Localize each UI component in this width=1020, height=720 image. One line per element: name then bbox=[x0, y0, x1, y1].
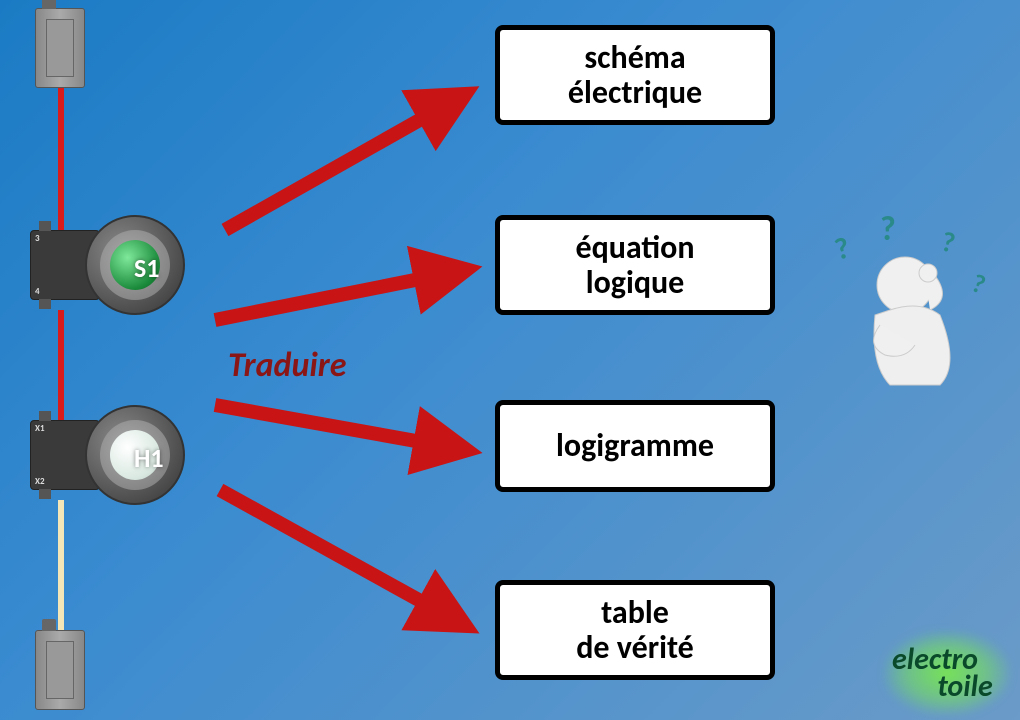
h1-label: H1 bbox=[134, 442, 164, 474]
box-schema-l1: schéma bbox=[584, 38, 685, 77]
box-logigramme-l1: logigramme bbox=[556, 426, 714, 465]
svg-text:?: ? bbox=[938, 224, 958, 261]
box-schema: schéma électrique bbox=[495, 25, 775, 125]
svg-text:?: ? bbox=[880, 215, 896, 250]
traduire-label: Traduire bbox=[228, 345, 346, 386]
box-schema-l2: électrique bbox=[568, 73, 702, 112]
push-button-h1: X1 X2 H1 bbox=[30, 400, 190, 510]
box-logigramme: logigramme bbox=[495, 400, 775, 492]
push-button-s1: 3 4 S1 bbox=[30, 210, 190, 320]
box-equation: équation logique bbox=[495, 215, 775, 315]
wire-bot-cream bbox=[58, 500, 64, 640]
box-equation-l2: logique bbox=[586, 263, 685, 302]
terminal-bottom bbox=[35, 630, 85, 710]
thinker-icon: ? ? ? ? bbox=[820, 215, 1000, 415]
box-table-l2: de vérité bbox=[576, 628, 694, 667]
box-table-l1: table bbox=[601, 593, 669, 632]
box-table: table de vérité bbox=[495, 580, 775, 680]
wire-top-red bbox=[58, 80, 64, 230]
s1-term-bot: 4 bbox=[35, 286, 40, 297]
h1-term-top: X1 bbox=[35, 423, 45, 434]
logo-line2: toile bbox=[922, 673, 1008, 700]
terminal-top bbox=[35, 8, 85, 88]
h1-term-bot: X2 bbox=[35, 476, 45, 487]
svg-text:?: ? bbox=[831, 229, 854, 268]
box-equation-l1: équation bbox=[575, 228, 694, 267]
svg-text:?: ? bbox=[968, 267, 990, 301]
s1-label: S1 bbox=[134, 252, 159, 284]
s1-term-top: 3 bbox=[35, 233, 40, 244]
logo-electrotoile: electro toile bbox=[904, 646, 990, 700]
